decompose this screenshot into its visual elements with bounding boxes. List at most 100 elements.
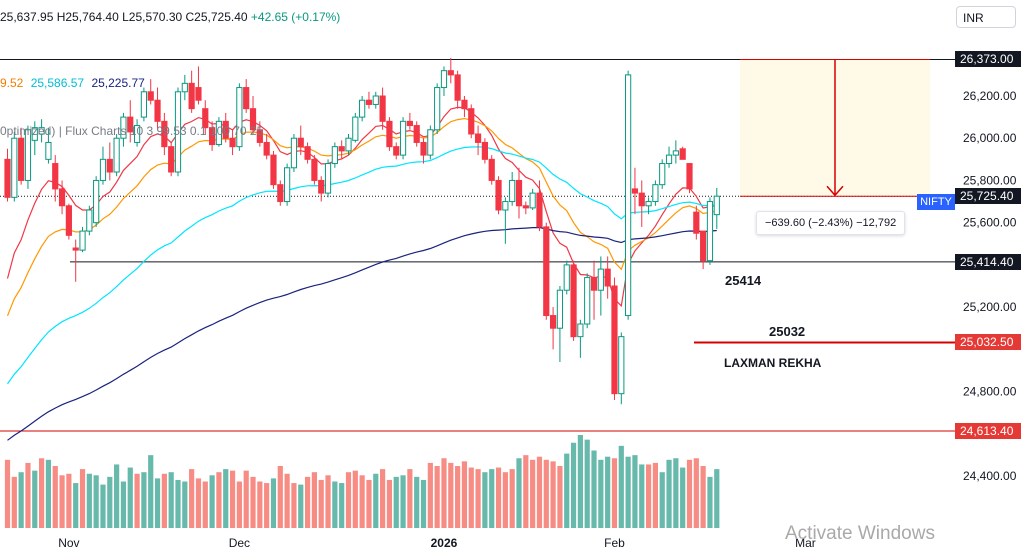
candle — [672, 140, 679, 164]
candle — [536, 180, 543, 232]
y-axis-label: 26,000.00 — [963, 131, 1017, 145]
candle-body — [65, 205, 72, 236]
candle-body — [331, 146, 338, 165]
candle — [570, 260, 577, 341]
candle-body — [495, 179, 502, 211]
candle-body — [427, 129, 434, 156]
candle-body — [38, 127, 45, 135]
volume-bar — [516, 458, 522, 528]
candle-body — [536, 192, 543, 228]
ma-legend: 9.52 25,586.57 25,225.77 — [0, 76, 145, 90]
candle — [188, 70, 195, 113]
candle — [345, 134, 352, 156]
volume-bar — [229, 470, 236, 528]
candle — [577, 319, 584, 358]
candle — [277, 180, 284, 206]
flux-indicator-legend[interactable]: 0ptimized) | Flux Charts 10 3 99.53 0.1 … — [0, 124, 263, 138]
candle-body — [550, 315, 557, 329]
volume-bar — [45, 459, 52, 528]
candle-body — [372, 95, 379, 105]
candle — [99, 146, 107, 185]
candle — [236, 83, 243, 151]
candle-body — [474, 133, 482, 143]
volume-bar — [455, 466, 461, 528]
candle — [24, 125, 32, 189]
volume-bar — [189, 469, 195, 528]
candle — [468, 104, 475, 139]
candle — [181, 74, 188, 101]
volume-bar — [400, 475, 406, 528]
volume-bar — [352, 470, 358, 528]
candle-body — [256, 129, 263, 143]
candle — [331, 142, 338, 168]
candle-body — [700, 230, 707, 262]
candle — [420, 138, 427, 164]
volume-bar — [502, 472, 508, 528]
level-25032-label: 25032 — [769, 324, 806, 339]
candle-body — [529, 192, 536, 209]
candle — [86, 205, 93, 236]
ema-navy-line — [7, 226, 717, 441]
volume-bar — [366, 479, 372, 528]
candle-body — [270, 154, 277, 186]
candle-body — [133, 125, 141, 143]
change-value: +42.65 (+0.17%) — [250, 10, 341, 24]
candle — [604, 256, 611, 299]
candle-body — [386, 120, 393, 148]
candle-body — [502, 201, 509, 211]
candle — [515, 167, 523, 219]
candle — [284, 163, 291, 206]
candle — [38, 119, 45, 143]
candle — [161, 112, 168, 156]
volume-bar — [693, 458, 699, 528]
price-chart[interactable]: Nov Dec 2026 Feb Mar — [0, 0, 955, 552]
candle-body — [147, 91, 154, 101]
candle-body — [297, 137, 304, 148]
candle — [174, 87, 182, 177]
volume-bar — [468, 467, 474, 528]
volume-bar — [107, 476, 113, 528]
candle-body — [352, 116, 359, 141]
candle-body — [311, 158, 318, 181]
candle-body — [522, 205, 529, 209]
candle — [79, 226, 86, 253]
candle — [713, 187, 720, 229]
candle — [372, 91, 379, 109]
currency-selector[interactable]: INR — [956, 6, 1016, 28]
candle-body — [686, 163, 693, 190]
candle-body — [399, 120, 407, 156]
volume-bar — [707, 476, 713, 528]
candle — [324, 159, 332, 198]
candle — [338, 140, 345, 160]
candle — [113, 134, 120, 177]
volume-bar — [66, 473, 72, 528]
candle — [686, 163, 693, 194]
candle-body — [597, 268, 604, 291]
candle — [550, 307, 557, 350]
volume-bar — [345, 472, 352, 528]
volume-bar — [427, 462, 433, 528]
volume-bar — [209, 475, 215, 528]
volume-bar — [250, 476, 256, 528]
laxman-rekha-label: LAXMAN REKHA — [724, 356, 822, 370]
volume-bar — [277, 466, 283, 528]
candle-body — [434, 87, 441, 131]
candle-body — [243, 87, 250, 110]
candle-body — [222, 120, 229, 139]
candle — [693, 205, 700, 240]
candle-body — [413, 125, 420, 143]
candle-body — [393, 146, 400, 156]
candle-body — [590, 277, 598, 291]
ma-value-3: 25,225.77 — [91, 76, 145, 90]
volume-bar — [52, 466, 58, 528]
candle-body — [140, 91, 148, 118]
volume-bar — [257, 481, 263, 528]
candle — [454, 70, 461, 109]
volume-bar — [386, 479, 393, 528]
price-axis[interactable]: 24,400.00 24,800.00 25,200.00 25,600.00 25,8… — [955, 0, 1024, 552]
candle — [379, 87, 386, 130]
candle — [168, 142, 175, 177]
candle — [256, 121, 263, 147]
volume-bar — [325, 475, 331, 528]
candle-body — [338, 146, 345, 152]
